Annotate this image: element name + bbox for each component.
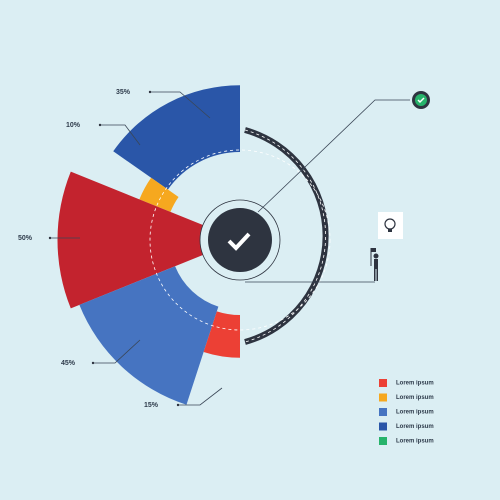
value-label: 35% [116,89,131,96]
legend-label: Lorem ipsum [396,439,434,445]
value-label: 45% [61,360,76,367]
leader-dot [148,90,152,94]
legend-label: Lorem ipsum [396,410,434,416]
leader-dot [98,123,102,127]
track [244,127,329,345]
segment [57,171,211,309]
segment [139,177,179,212]
leader-dot [48,236,52,240]
value-label: 15% [144,402,159,409]
leader-line [178,387,223,406]
legend-swatch [379,408,387,416]
leader-line [100,124,141,146]
leader-line [257,99,410,213]
legend-label: Lorem ipsum [396,424,434,430]
bulb-base [388,229,392,232]
speech-bubble [378,212,403,239]
small-check [417,97,425,104]
center-check [227,232,251,251]
center-badge [208,208,272,272]
legend: Lorem ipsum Lorem ipsum Lorem ipsum Lorem i… [379,379,434,445]
legend-label: Lorem ipsum [396,395,434,401]
legend-label: Lorem ipsum [396,381,434,387]
legend-swatch [379,379,387,387]
value-label: 10% [66,122,81,129]
leader-line [150,91,211,119]
person [370,248,379,281]
leader-dot [91,361,95,365]
leader-dot [176,403,180,407]
segment [79,266,219,405]
segment [113,85,240,190]
legend-swatch [379,437,387,445]
legend-swatch [379,393,387,402]
legend-swatch [379,422,387,431]
dash-ring [149,149,331,331]
leader-line [93,339,141,364]
segment [203,311,240,358]
segments [57,85,240,405]
value-label: 50% [18,235,33,242]
